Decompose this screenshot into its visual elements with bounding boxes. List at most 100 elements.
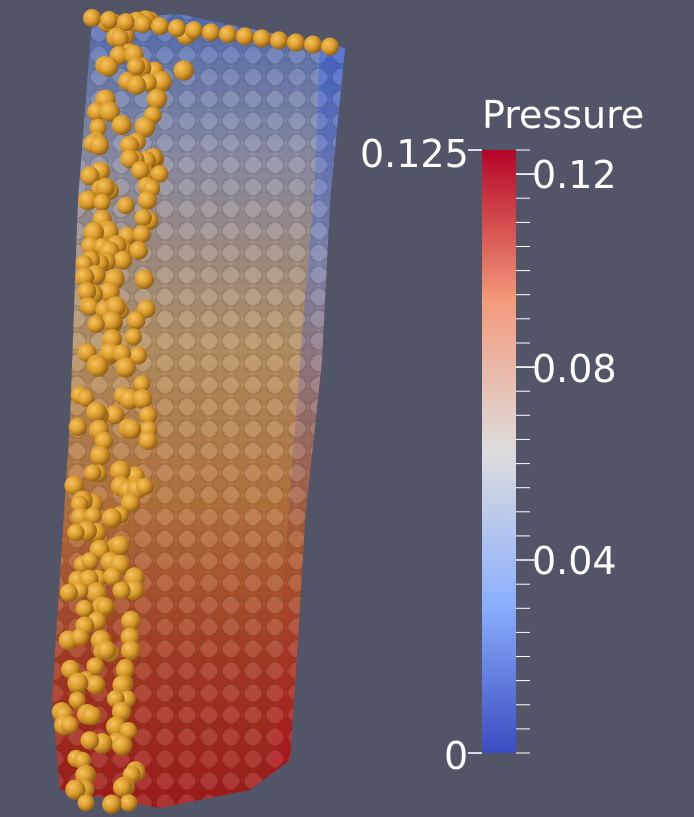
particle-sphere xyxy=(99,101,120,122)
particle-sphere xyxy=(134,208,152,227)
particle-sphere xyxy=(71,628,90,646)
particle-sphere xyxy=(60,716,79,734)
particle-sphere xyxy=(93,193,111,211)
particle-sphere xyxy=(77,794,95,812)
particle-sphere xyxy=(100,11,118,29)
particle-sphere xyxy=(121,419,142,439)
particle-sphere xyxy=(102,794,122,814)
particle-sphere xyxy=(126,75,147,95)
particle-sphere xyxy=(202,23,220,42)
particle-sphere xyxy=(137,190,157,210)
particle-sphere xyxy=(121,640,141,661)
particle-sphere xyxy=(86,401,107,423)
particle-sphere xyxy=(129,241,149,260)
particle-sphere xyxy=(96,597,115,616)
particle-sphere xyxy=(84,464,102,482)
particle-sphere xyxy=(173,60,194,81)
particle-sphere xyxy=(115,660,135,680)
particle-sphere xyxy=(146,88,168,110)
particle-sphere xyxy=(89,135,110,156)
particle-sphere xyxy=(86,675,106,695)
particle-sphere xyxy=(151,71,173,92)
particle-sphere xyxy=(111,701,132,722)
particle-sphere xyxy=(134,269,154,290)
particle-sphere xyxy=(126,311,146,330)
legend-title: Pressure xyxy=(482,93,645,137)
particle-sphere xyxy=(121,493,141,513)
particle-sphere xyxy=(90,445,111,466)
legend-tick-label: 0.08 xyxy=(532,347,617,391)
particle-sphere xyxy=(75,599,94,618)
legend-tick-label: 0.04 xyxy=(532,539,617,583)
particle-sphere xyxy=(77,282,97,301)
particle-sphere xyxy=(65,779,86,800)
colorbar-ticks xyxy=(468,149,536,754)
particle-sphere xyxy=(133,375,151,393)
particle-sphere xyxy=(304,35,322,54)
particle-sphere xyxy=(253,29,271,48)
particle-sphere xyxy=(131,161,150,180)
particle-sphere xyxy=(151,17,169,36)
particle-sphere xyxy=(111,115,132,136)
particle-sphere xyxy=(270,31,288,50)
particle-sphere xyxy=(80,166,100,186)
particle-sphere xyxy=(59,583,78,602)
particle-sphere xyxy=(87,315,105,334)
particle-sphere xyxy=(117,196,135,215)
particle-sphere xyxy=(119,135,140,155)
particle-sphere xyxy=(185,21,203,40)
particle-sphere xyxy=(89,118,107,137)
particle-sphere xyxy=(132,225,151,244)
particle-sphere xyxy=(132,389,153,409)
particle-sphere xyxy=(139,406,158,425)
particle-sphere xyxy=(67,672,89,694)
particle-sphere xyxy=(96,640,117,660)
legend-range-max: 0.125 xyxy=(360,132,469,176)
particle-sphere xyxy=(134,15,152,34)
particle-sphere xyxy=(64,475,84,496)
colorbar xyxy=(482,150,516,753)
particle-sphere xyxy=(112,777,133,798)
particle-sphere xyxy=(236,27,254,46)
particle-sphere xyxy=(119,794,138,812)
particle-sphere xyxy=(112,735,133,756)
particle-sphere xyxy=(219,25,237,44)
particle-sphere xyxy=(110,460,131,482)
particle-sphere xyxy=(81,552,99,570)
particle-sphere xyxy=(101,508,122,529)
particle-sphere xyxy=(168,19,186,38)
particle-spheres xyxy=(51,9,339,814)
particle-sphere xyxy=(105,404,125,425)
particle-sphere xyxy=(77,389,95,407)
particle-sphere xyxy=(68,691,86,710)
particle-sphere xyxy=(94,431,114,451)
particle-sphere xyxy=(103,567,123,586)
particle-sphere xyxy=(121,610,141,631)
particle-sphere xyxy=(95,177,115,197)
particle-sphere xyxy=(67,523,85,542)
particle-sphere xyxy=(84,507,102,525)
particle-sphere xyxy=(287,33,305,52)
particle-sphere xyxy=(87,356,109,377)
particle-sphere xyxy=(75,267,95,287)
particle-sphere xyxy=(101,311,122,332)
particle-sphere xyxy=(80,731,100,750)
particle-sphere xyxy=(112,581,131,600)
particle-sphere xyxy=(113,250,133,270)
color-legend xyxy=(468,149,536,754)
particle-sphere xyxy=(81,706,102,726)
particle-sphere xyxy=(86,657,105,676)
particle-sphere xyxy=(110,29,129,48)
particle-sphere xyxy=(75,765,95,786)
particle-sphere xyxy=(150,165,169,183)
particle-column xyxy=(51,9,345,814)
particle-sphere xyxy=(134,116,156,138)
particle-sphere xyxy=(127,57,145,76)
particle-sphere xyxy=(83,9,101,27)
particle-sphere xyxy=(136,478,154,496)
particle-sphere xyxy=(81,298,100,316)
particle-sphere xyxy=(68,417,87,436)
particle-sphere xyxy=(119,722,138,740)
particle-sphere xyxy=(109,535,130,556)
